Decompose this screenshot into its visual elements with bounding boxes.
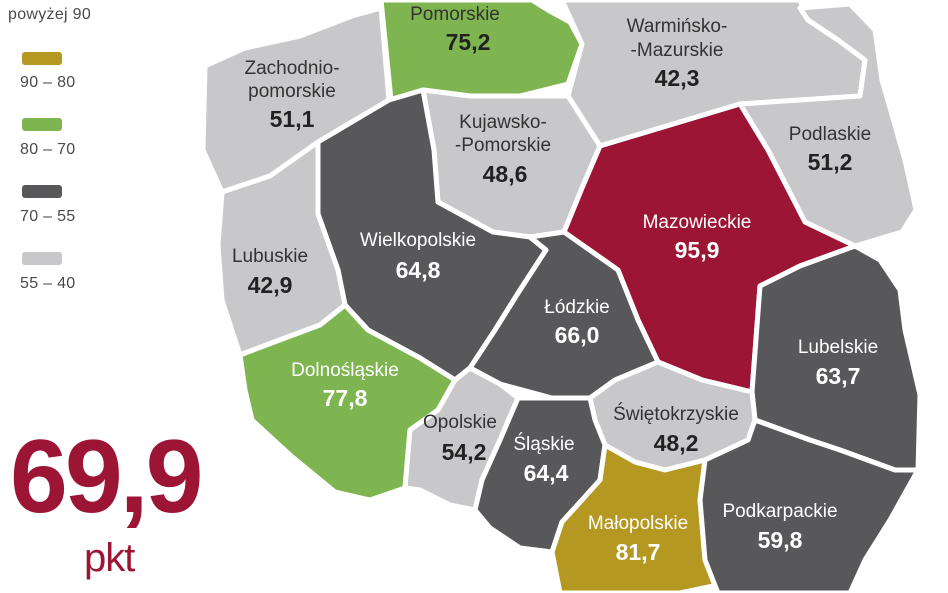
legend-swatch-80-70 bbox=[22, 118, 62, 131]
region-wielkopolskie: Wielkopolskie 64,8 bbox=[315, 87, 549, 383]
region-name: -Mazurskie bbox=[631, 40, 724, 61]
region-value: 81,7 bbox=[616, 539, 661, 565]
region-value: 48,2 bbox=[654, 430, 699, 456]
region-value: 54,2 bbox=[442, 439, 487, 465]
region-name: Wielkopolskie bbox=[360, 230, 476, 251]
region-value: 42,9 bbox=[248, 272, 293, 298]
region-swietokrzyskie: Świętokrzyskie 48,2 bbox=[587, 359, 758, 473]
legend-label-90-80: 90 – 80 bbox=[20, 74, 76, 91]
region-value: 42,3 bbox=[655, 65, 700, 91]
region-pomorskie: Pomorskie 75,2 bbox=[378, 0, 585, 103]
region-name: Kujawsko- bbox=[459, 112, 547, 133]
region-name: Podkarpackie bbox=[722, 501, 837, 522]
region-name: Pomorskie bbox=[410, 4, 500, 25]
region-name: Dolnośląskie bbox=[291, 360, 399, 381]
region-name: Śląskie bbox=[513, 433, 574, 455]
legend-swatch-55-40 bbox=[22, 252, 62, 265]
region-value: 66,0 bbox=[555, 322, 600, 348]
region-opolskie: Opolskie 54,2 bbox=[402, 365, 521, 513]
legend-label-above-90: powyżej 90 bbox=[8, 6, 92, 23]
legend-swatch-90-80 bbox=[22, 52, 62, 65]
region-dolnoslaskie: Dolnośląskie 77,8 bbox=[237, 302, 458, 503]
region-podkarpackie: Podkarpackie 59,8 bbox=[697, 417, 921, 593]
region-name: Łódzkie bbox=[544, 297, 610, 318]
region-name: Zachodnio- bbox=[244, 58, 339, 79]
region-name: Lubuskie bbox=[232, 246, 308, 267]
legend-label-80-70: 80 – 70 bbox=[20, 141, 76, 158]
region-name: Warmińsko- bbox=[627, 16, 728, 37]
region-value: 64,8 bbox=[396, 257, 441, 283]
region-value: 48,6 bbox=[483, 161, 528, 187]
region-value: 51,2 bbox=[808, 149, 853, 175]
region-value: 59,8 bbox=[758, 527, 803, 553]
region-lubuskie: Lubuskie 42,9 bbox=[215, 139, 348, 358]
region-name: Świętokrzyskie bbox=[613, 403, 739, 425]
region-name: Mazowieckie bbox=[643, 212, 752, 233]
region-name: -Pomorskie bbox=[455, 135, 551, 156]
region-value: 63,7 bbox=[816, 363, 861, 389]
legend-swatch-70-55 bbox=[22, 185, 62, 198]
region-value: 95,9 bbox=[675, 237, 720, 263]
region-value: 51,1 bbox=[270, 106, 315, 132]
legend-label-55-40: 55 – 40 bbox=[20, 275, 76, 292]
region-value: 75,2 bbox=[446, 29, 491, 55]
region-name: Lubelskie bbox=[798, 337, 878, 358]
region-value: 77,8 bbox=[323, 385, 368, 411]
legend-label-70-55: 70 – 55 bbox=[20, 208, 76, 225]
region-name: Opolskie bbox=[423, 412, 497, 433]
total-score-unit: pkt bbox=[84, 536, 135, 580]
region-warminsko-mazurskie: Warmińsko- -Mazurskie 42,3 bbox=[559, 0, 868, 149]
region-name: pomorskie bbox=[248, 81, 336, 102]
region-name: Małopolskie bbox=[588, 513, 688, 534]
region-value: 64,4 bbox=[524, 460, 569, 486]
region-name: Podlaskie bbox=[789, 124, 871, 145]
total-score: 69,9 bbox=[10, 419, 203, 535]
